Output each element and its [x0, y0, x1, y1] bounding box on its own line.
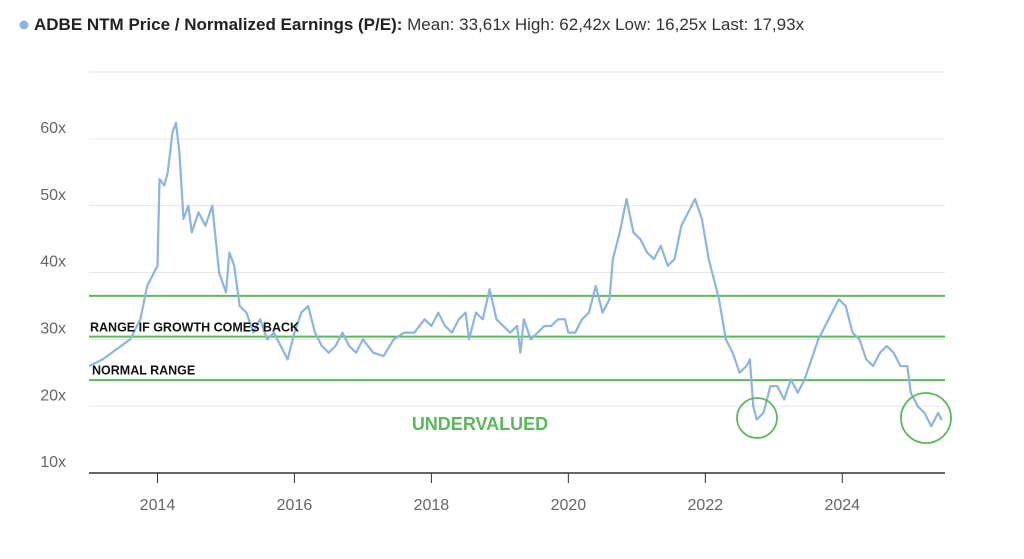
x-tick-label: 2020: [551, 497, 587, 514]
plot: [88, 121, 943, 428]
header: ADBE NTM Price / Normalized Earnings (P/…: [34, 15, 805, 34]
x-tick-label: 2024: [824, 497, 860, 514]
x-tick-label: 2014: [140, 497, 176, 514]
y-tick-label: 60x: [40, 120, 66, 137]
annotation: RANGE IF GROWTH COMES BACK: [90, 320, 299, 334]
chart-subtitle: Mean: 33,61x High: 62,42x Low: 16,25x La…: [407, 15, 804, 34]
y-tick-label: 40x: [40, 254, 66, 271]
y-tick-label: 20x: [40, 387, 66, 404]
x-tick-label: 2018: [414, 497, 450, 514]
x-tick-label: 2016: [277, 497, 313, 514]
y-tick-label: 10x: [40, 454, 66, 471]
reference-lines: [89, 294, 945, 382]
x-tick-label: 2022: [688, 497, 724, 514]
legend-dot: [19, 20, 29, 30]
series-line: [88, 121, 943, 428]
annotation: NORMAL RANGE: [92, 363, 195, 377]
ticks: 10x 20x 30x 40x 50x 60x 2014 2016 2018 2020 2022 20…: [40, 120, 860, 514]
annotation: UNDERVALUED: [412, 414, 548, 434]
highlight-circle: [900, 392, 952, 444]
chart-title: ADBE NTM Price / Normalized Earnings (P/…: [34, 15, 402, 34]
y-tick-label: 50x: [40, 187, 66, 204]
highlight-circle: [736, 397, 778, 439]
y-tick-label: 30x: [40, 321, 66, 338]
